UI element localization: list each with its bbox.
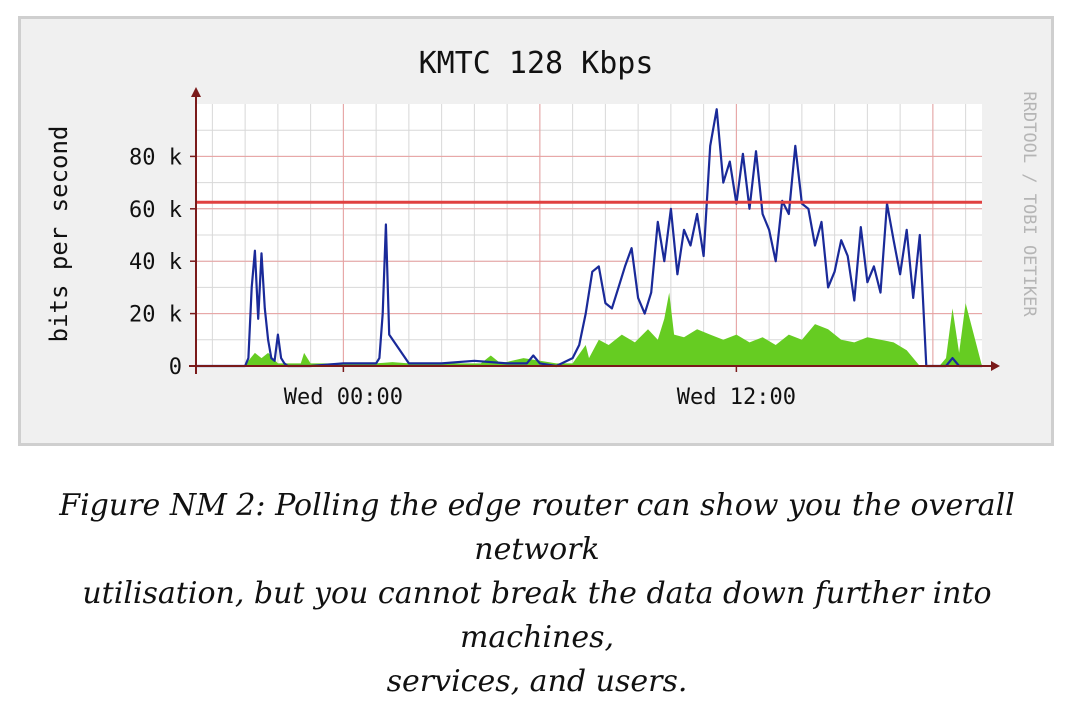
- x-tick-labels: Wed 00:00 Wed 12:00: [284, 366, 796, 410]
- y-tick-labels: 0 20 k 40 k 60 k 80 k: [129, 145, 196, 380]
- figure-caption: Figure NM 2: Polling the edge router can…: [40, 484, 1034, 704]
- y-tick-label: 0: [169, 355, 182, 380]
- x-tick-label: Wed 12:00: [677, 385, 796, 410]
- axes: [189, 87, 1000, 374]
- watermark: RRDTOOL / TOBI OETIKER: [1019, 91, 1039, 317]
- x-tick-label: Wed 00:00: [284, 385, 403, 410]
- y-axis-label: bits per second: [45, 126, 73, 343]
- caption-line: services, and users.: [386, 664, 688, 699]
- caption-line: utilisation, but you cannot break the da…: [82, 576, 992, 655]
- y-axis-arrow: [191, 87, 201, 97]
- y-tick-label: 20 k: [129, 303, 182, 328]
- series-outbound-area: [196, 292, 982, 366]
- y-tick-label: 80 k: [129, 145, 182, 170]
- x-axis-arrow: [991, 361, 1000, 371]
- chart: 0 20 k 40 k 60 k 80 k Wed 00:00 Wed 12:00 KMT…: [45, 46, 1039, 410]
- major-gridlines: [196, 104, 982, 366]
- chart-title: KMTC 128 Kbps: [419, 46, 654, 81]
- y-tick-label: 40 k: [129, 250, 182, 275]
- caption-line: Figure NM 2: Polling the edge router can…: [59, 488, 1015, 567]
- chart-frame: 0 20 k 40 k 60 k 80 k Wed 00:00 Wed 12:00 KMT…: [18, 16, 1054, 446]
- y-tick-label: 60 k: [129, 198, 182, 223]
